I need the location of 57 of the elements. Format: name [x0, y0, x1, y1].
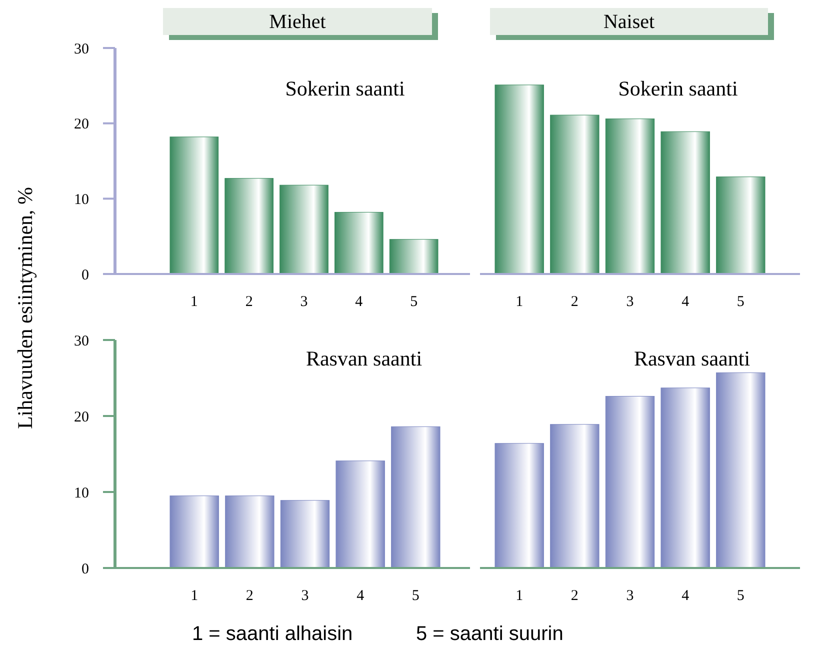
bar: [224, 178, 274, 274]
chart-title: Naiset: [603, 11, 655, 33]
bar: [280, 184, 328, 274]
x-tick-label: 2: [570, 588, 578, 604]
x-tick-label: 1: [190, 588, 198, 604]
x-tick-label: 4: [356, 588, 365, 604]
bar: [494, 84, 544, 274]
bar: [170, 136, 219, 274]
x-tick-label: 5: [736, 588, 744, 604]
x-tick-label: 4: [682, 588, 690, 604]
bar: [605, 396, 655, 568]
x-tick-label: 3: [626, 294, 634, 310]
y-tick-label: 10: [74, 192, 89, 208]
bar: [550, 114, 600, 274]
x-tick-label: 1: [516, 294, 524, 310]
text: Sokerin saanti: [618, 76, 738, 100]
x-tick-label: 2: [570, 294, 578, 310]
y-tick-label: 20: [74, 116, 89, 133]
chart-title: Miehet: [269, 11, 326, 33]
bar: [280, 500, 330, 568]
bar: [389, 239, 438, 274]
y-tick-label: 10: [74, 485, 89, 502]
x-tick-label: 3: [301, 588, 309, 604]
y-tick-label: 0: [82, 267, 89, 284]
x-tick-label: 5: [736, 294, 744, 310]
bar: [716, 176, 766, 274]
x-tick-label: 1: [516, 588, 524, 604]
chart-subtitle: Rasvan saanti: [634, 346, 750, 370]
bar: [391, 426, 440, 568]
bar: [605, 118, 655, 274]
x-tick-label: 1: [190, 294, 198, 310]
y-tick-label: 30: [74, 333, 89, 350]
bar: [550, 424, 600, 568]
bar: [336, 460, 385, 568]
chart-subtitle: Rasvan saanti: [306, 346, 422, 370]
bar: [660, 131, 710, 274]
y-axis-title: Lihavuuden esiintyminen, %: [13, 186, 37, 430]
x-tick-label: 4: [355, 294, 364, 310]
x-tick-label: 3: [626, 588, 634, 604]
bar: [225, 496, 274, 568]
text: Sokerin saanti: [285, 76, 405, 100]
bar: [716, 372, 766, 568]
x-tick-label: 5: [410, 294, 418, 310]
bar: [170, 496, 219, 568]
x-tick-label: 4: [682, 294, 690, 310]
y-tick-label: 0: [82, 561, 89, 578]
y-tick-label: 20: [74, 409, 89, 426]
x-tick-label: 2: [245, 294, 253, 310]
bar: [494, 443, 544, 568]
bar: [660, 388, 710, 568]
x-tick-label: 3: [300, 294, 308, 310]
x-tick-label: 5: [412, 588, 420, 604]
x-tick-label: 2: [246, 588, 254, 604]
text: 1 = saanti alhaisin: [192, 623, 353, 645]
text: 5 = saanti suurin: [416, 623, 564, 645]
y-tick-label: 30: [74, 41, 89, 58]
bar: [334, 212, 384, 274]
